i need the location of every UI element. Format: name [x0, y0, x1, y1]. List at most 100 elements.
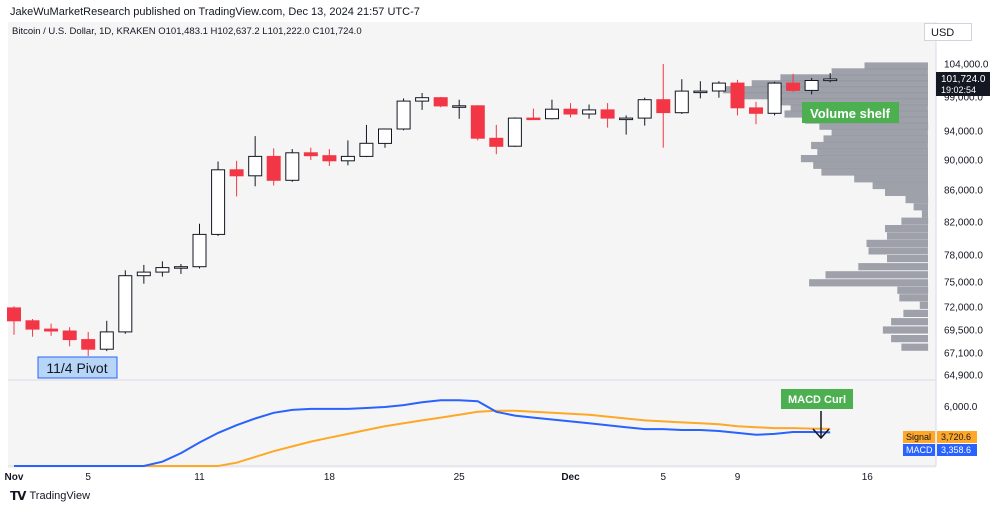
candle-up — [452, 105, 467, 108]
volume-bar — [897, 286, 929, 294]
macd-curl-text: MACD Curl — [788, 394, 846, 406]
volume-bar — [905, 196, 929, 204]
candle-up — [637, 99, 652, 119]
publisher-header: JakeWuMarketResearch published on Tradin… — [10, 6, 420, 18]
time-tick-label: 5 — [85, 472, 91, 483]
volume-bar — [868, 247, 928, 255]
time-tick-label: 11 — [194, 472, 205, 483]
symbol-info: Bitcoin / U.S. Dollar, 1D, KRAKEN O101,4… — [12, 26, 362, 37]
candle-down — [786, 82, 801, 91]
volume-bar — [885, 188, 928, 196]
footer-brand: TradingView — [29, 490, 91, 502]
currency-button[interactable]: USD — [924, 23, 972, 41]
price-tick-label: 99,000.0 — [944, 93, 983, 104]
volume-bar — [811, 141, 928, 150]
macd-value: 3,358.6 — [941, 445, 971, 455]
tradingview-logo-icon: 𝗧𝗩 — [10, 489, 27, 503]
candle-down — [600, 109, 615, 119]
volume-bar — [858, 263, 928, 271]
candle-down — [433, 97, 448, 107]
candle-up — [285, 152, 300, 181]
price-tick-label: 94,000.0 — [944, 127, 983, 138]
time-tick-label: Dec — [561, 472, 580, 483]
price-tick-label: 90,000.0 — [944, 156, 983, 167]
time-tick-label: Nov — [5, 472, 24, 483]
candle-up — [378, 128, 392, 144]
time-tick-label: 9 — [735, 472, 741, 483]
candle-down — [25, 320, 40, 330]
candle-up — [155, 267, 170, 273]
volume-bar — [819, 122, 929, 130]
candle-up — [582, 109, 597, 115]
volume-bar — [821, 168, 928, 176]
macd-line — [14, 399, 831, 467]
pivot-label: 11/4 Pivot — [37, 356, 118, 379]
volume-bar — [901, 217, 929, 225]
price-badge-time: 19:02:54 — [941, 85, 976, 95]
candle-down — [266, 155, 281, 181]
candle-down — [7, 307, 21, 322]
candle-down — [322, 155, 337, 162]
time-tick-label: 16 — [862, 472, 874, 483]
candle-down — [489, 137, 504, 147]
signal-name: Signal — [906, 432, 931, 442]
time-axis: Nov 5 11 18 25 Dec 5 9 16 — [5, 472, 874, 483]
candle-up — [211, 169, 226, 235]
volume-bar — [809, 279, 928, 287]
pivot-text: 11/4 Pivot — [46, 360, 107, 376]
time-tick-label: 25 — [454, 472, 466, 483]
price-tick-label: 104,000.0 — [944, 60, 989, 71]
candle-up — [118, 275, 133, 333]
arrow-down-icon — [812, 428, 830, 440]
candle-up — [767, 82, 782, 114]
volume-bar — [921, 210, 928, 218]
volume-bar — [913, 203, 928, 211]
volume-bar — [866, 239, 928, 247]
volume-bar — [891, 335, 928, 343]
footer: 𝗧𝗩 TradingView — [10, 489, 90, 503]
price-axis: 104,000.0 99,000.0 94,000.0 90,000.0 86,000.… — [944, 60, 989, 382]
volume-bar — [887, 232, 928, 240]
candle-down — [749, 107, 763, 114]
volume-bar — [872, 181, 928, 190]
price-tick-label: 72,000.0 — [944, 303, 983, 314]
candle-up — [804, 80, 819, 91]
candle-up — [136, 271, 151, 277]
candle-up — [507, 117, 522, 147]
macd-pane — [14, 399, 831, 467]
volume-bar — [825, 271, 928, 279]
candle-down — [44, 328, 59, 332]
volume-bar — [919, 301, 928, 309]
volume-bar — [882, 326, 928, 334]
volume-bar — [887, 255, 928, 263]
price-tick-label: 67,100.0 — [944, 349, 983, 360]
candle-up — [248, 155, 263, 177]
candle-down — [563, 108, 578, 115]
candle-up — [359, 142, 374, 157]
candle-up — [415, 97, 430, 102]
volume-bar — [885, 225, 928, 233]
candle-down — [229, 169, 244, 177]
macd-axis-tick: 6,000.0 — [944, 402, 978, 413]
price-badge-value: 101,724.0 — [941, 74, 986, 85]
candle-up — [396, 100, 411, 130]
candle-up — [545, 108, 559, 120]
candles — [7, 64, 838, 356]
volume-bar — [817, 148, 928, 156]
volume-shelf-text: Volume shelf — [810, 106, 891, 121]
volume-bar — [743, 92, 928, 100]
price-badge: 101,724.0 19:02:54 — [936, 72, 990, 96]
candle-up — [174, 266, 188, 269]
candle-down — [62, 330, 77, 341]
candle-up — [619, 117, 634, 121]
time-tick-label: 18 — [324, 472, 336, 483]
candle-up — [823, 78, 838, 82]
volume-bar — [831, 68, 928, 76]
time-tick-label: 5 — [661, 472, 667, 483]
candle-up — [99, 331, 114, 350]
volume-bar — [864, 62, 928, 70]
macd-axis: 6,000.0 Signal 3,720.6 MACD 3,358.6 — [903, 402, 978, 456]
volume-bar — [854, 175, 928, 183]
signal-line — [14, 409, 831, 467]
